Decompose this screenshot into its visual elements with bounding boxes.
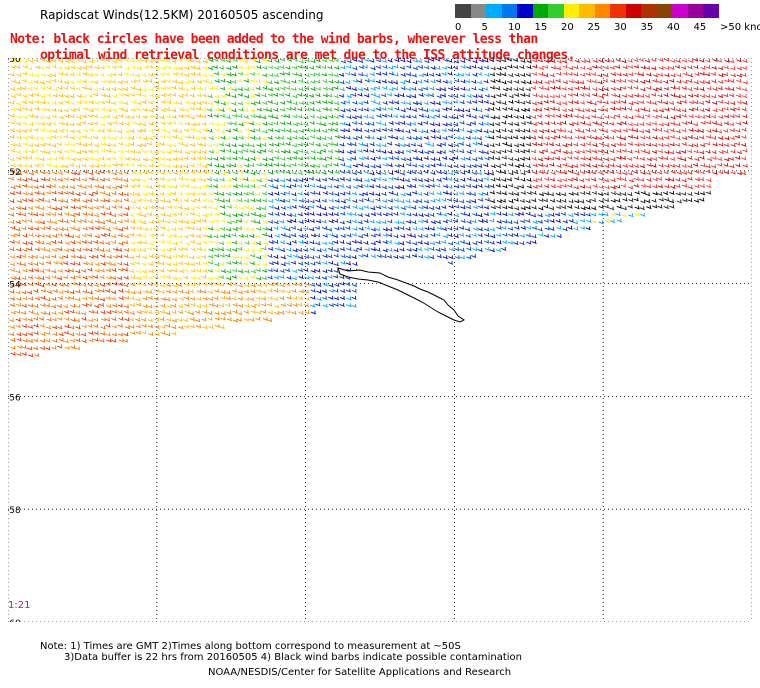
- legend-swatch: [672, 4, 688, 18]
- legend-swatch: [610, 4, 626, 18]
- legend-swatch: [470, 4, 487, 18]
- legend-label: >50 knots: [720, 22, 760, 33]
- footer-note-1: Note: 1) Times are GMT 2)Times along bot…: [40, 641, 461, 652]
- legend-label: 40: [667, 22, 680, 33]
- axis-labels-layer: -50-52-54-56-58-60-45-42-39-36-33-30: [8, 58, 21, 622]
- legend-swatch: [641, 4, 657, 18]
- time-label: 1:21: [8, 600, 31, 611]
- legend-label: 0: [455, 22, 462, 33]
- legend-label: 25: [587, 22, 601, 33]
- map-title: Rapidscat Winds(12.5KM) 20160505 ascendi…: [40, 8, 324, 22]
- wind-barb-map: -50-52-54-56-58-60-45-42-39-36-33-30: [8, 58, 752, 622]
- footer-note-2: 3)Data buffer is 22 hrs from 20160505 4)…: [64, 652, 522, 663]
- legend-swatch: [687, 4, 704, 18]
- legend-swatch: [594, 4, 611, 18]
- legend-swatch: [501, 4, 518, 18]
- legend-label: 30: [614, 22, 627, 33]
- legend-swatch: [563, 4, 580, 18]
- latitude-label: -54: [8, 281, 21, 291]
- lat-lon-grid: [8, 58, 752, 622]
- latitude-label: -58: [8, 506, 21, 516]
- legend-label: 45: [693, 22, 707, 33]
- legend-label: 35: [640, 22, 654, 33]
- legend-label: 10: [508, 22, 521, 33]
- credit-line: NOAA/NESDIS/Center for Satellite Applica…: [208, 667, 512, 678]
- latitude-label: -56: [8, 393, 21, 403]
- legend-swatch: [625, 4, 642, 18]
- note-line-2: optimal wind retrieval conditions are me…: [40, 48, 575, 63]
- latitude-label: -52: [8, 168, 21, 178]
- latitude-label: -60: [8, 619, 21, 622]
- legend-swatch: [656, 4, 673, 18]
- legend-swatch: [579, 4, 595, 18]
- legend-swatch: [703, 4, 719, 18]
- note-line-1: Note: black circles have been added to t…: [10, 32, 538, 47]
- legend-label: 15: [534, 22, 548, 33]
- legend-swatch: [486, 4, 502, 18]
- legend-label: 20: [561, 22, 574, 33]
- south-georgia-island-outline: [337, 267, 465, 323]
- legend-swatch: [548, 4, 564, 18]
- latitude-label: -50: [8, 58, 21, 65]
- legend-swatch: [455, 4, 471, 18]
- wind-barbs-layer: [8, 58, 749, 358]
- legend-swatch: [532, 4, 549, 18]
- legend-label: 5: [481, 22, 488, 33]
- legend-swatch: [517, 4, 533, 18]
